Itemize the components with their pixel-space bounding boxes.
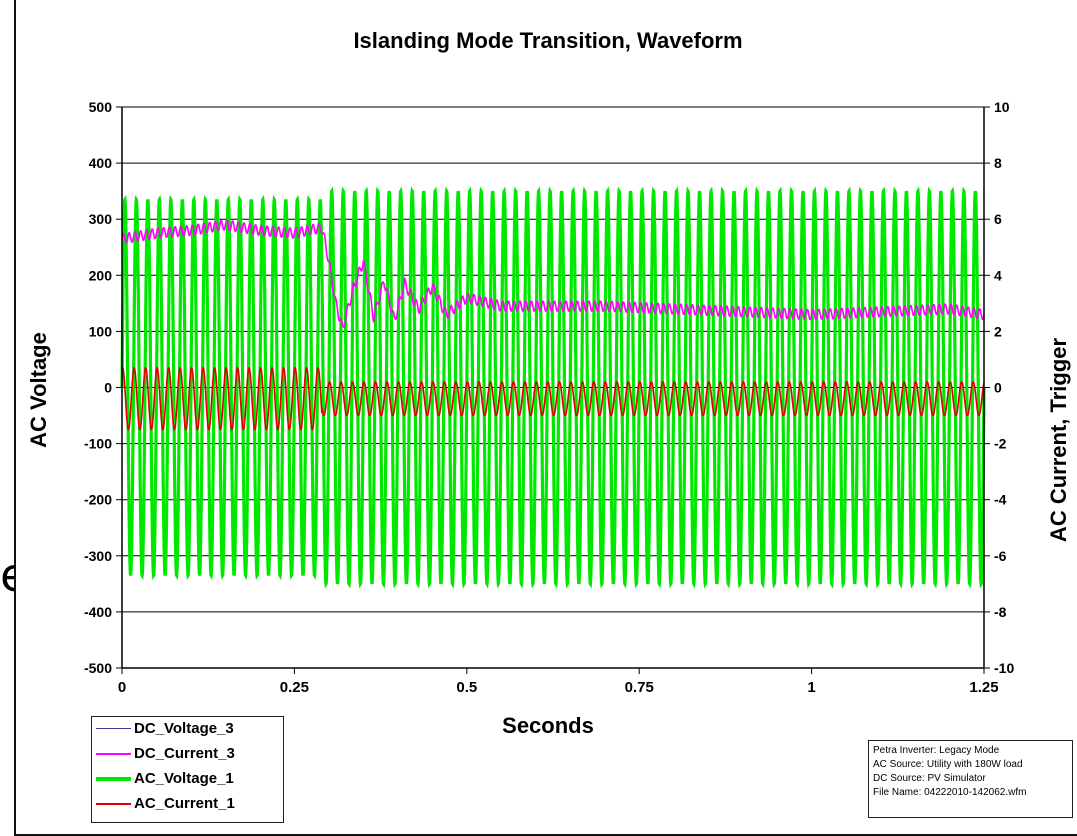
x-tick-label: 0 bbox=[118, 679, 126, 696]
y-tick-label-right: -4 bbox=[994, 492, 1007, 508]
x-tick-label: 0.25 bbox=[280, 679, 309, 696]
y-tick-label-right: 8 bbox=[994, 155, 1002, 171]
y-tick-label-left: 100 bbox=[89, 323, 113, 339]
legend-label: AC_Current_1 bbox=[134, 795, 235, 812]
y-tick-label-right: -6 bbox=[994, 548, 1007, 564]
chart-title: Islanding Mode Transition, Waveform bbox=[353, 28, 742, 53]
y-tick-label-right: 2 bbox=[994, 323, 1002, 339]
x-tick-label: 1.25 bbox=[969, 679, 998, 696]
series-dc-current-3 bbox=[121, 219, 985, 329]
y-tick-label-left: -400 bbox=[84, 604, 112, 620]
y-tick-label-left: 0 bbox=[104, 380, 112, 396]
x-tick-label: 1 bbox=[807, 679, 815, 696]
info-line: AC Source: Utility with 180W load bbox=[873, 759, 1023, 770]
y-tick-label-right: 6 bbox=[994, 211, 1002, 227]
y-tick-label-left: -500 bbox=[84, 660, 112, 676]
info-line: File Name: 04222010-142062.wfm bbox=[873, 787, 1027, 798]
legend-label: DC_Voltage_3 bbox=[134, 720, 234, 737]
y-tick-label-right: 4 bbox=[994, 267, 1002, 283]
x-tick-label: 0.75 bbox=[625, 679, 654, 696]
y-tick-label-right: 0 bbox=[994, 380, 1002, 396]
y-tick-label-left: 200 bbox=[89, 267, 113, 283]
series-group bbox=[120, 186, 986, 589]
y-tick-label-right: 10 bbox=[994, 99, 1010, 115]
legend-swatch bbox=[96, 728, 131, 729]
y-tick-label-left: 500 bbox=[89, 99, 113, 115]
legend-swatch bbox=[96, 753, 131, 755]
y-tick-label-left: 300 bbox=[89, 211, 113, 227]
y-axis-label-left: AC Voltage bbox=[26, 332, 51, 448]
axes bbox=[116, 106, 990, 674]
series-ac-current-1 bbox=[121, 366, 985, 431]
legend-item: AC_Voltage_1 bbox=[92, 769, 283, 789]
legend-swatch bbox=[96, 777, 131, 781]
y-tick-label-right: -8 bbox=[994, 604, 1007, 620]
x-tick-label: 0.5 bbox=[456, 679, 477, 696]
y-tick-label-left: 400 bbox=[89, 155, 113, 171]
y-tick-label-right: -10 bbox=[994, 660, 1014, 676]
info-line: Petra Inverter: Legacy Mode bbox=[873, 745, 1000, 756]
legend-item: DC_Current_3 bbox=[92, 744, 283, 764]
tick-labels: 5004003002001000-100-200-300-400-5001086… bbox=[84, 99, 1014, 696]
info-line: DC Source: PV Simulator bbox=[873, 773, 986, 784]
legend-label: AC_Voltage_1 bbox=[134, 770, 234, 787]
y-axis-label-right: AC Current, Trigger bbox=[1046, 337, 1071, 542]
legend-label: DC_Current_3 bbox=[134, 745, 235, 762]
legend: DC_Voltage_3 DC_Current_3 AC_Voltage_1 A… bbox=[91, 716, 284, 823]
x-axis-label: Seconds bbox=[502, 713, 594, 738]
y-tick-label-left: -200 bbox=[84, 492, 112, 508]
legend-item: DC_Voltage_3 bbox=[92, 719, 283, 739]
y-tick-label-left: -300 bbox=[84, 548, 112, 564]
series-ac-voltage-1 bbox=[120, 186, 986, 589]
legend-item: AC_Current_1 bbox=[92, 794, 283, 814]
info-box: Petra Inverter: Legacy Mode AC Source: U… bbox=[868, 740, 1073, 818]
legend-swatch bbox=[96, 803, 131, 805]
y-tick-label-left: -100 bbox=[84, 436, 112, 452]
y-tick-label-right: -2 bbox=[994, 436, 1007, 452]
